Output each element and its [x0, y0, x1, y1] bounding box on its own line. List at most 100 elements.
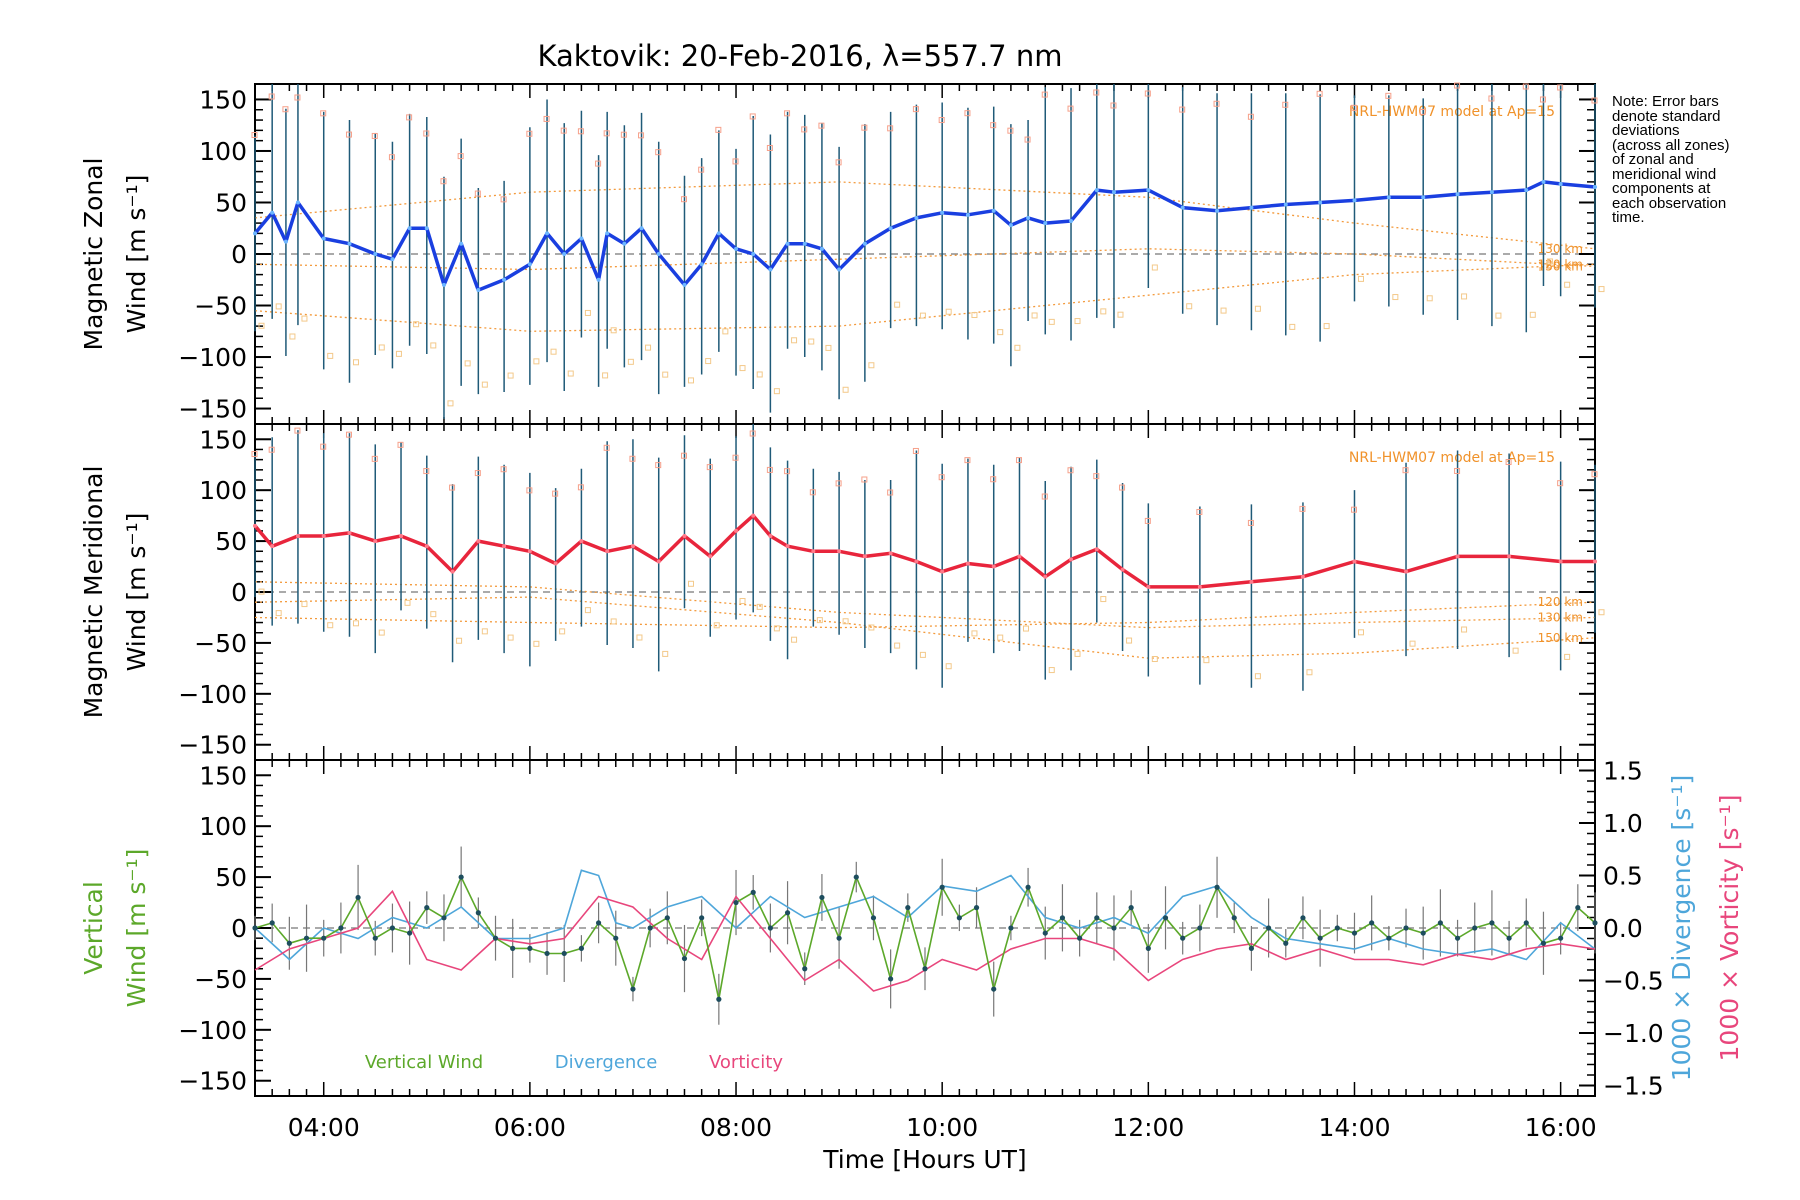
zone-sample-marker: [595, 160, 602, 167]
zone-sample-marker: [662, 371, 669, 378]
zone-sample-marker: [481, 381, 488, 388]
zone-sample-marker: [1041, 91, 1048, 98]
zone-sample-marker: [938, 474, 945, 481]
ytick-label: 150: [199, 425, 247, 454]
vertical-wind-point: [1128, 905, 1134, 911]
vertical-wind-point: [1197, 925, 1203, 931]
zone-sample-marker: [739, 365, 746, 372]
series-point: [940, 210, 945, 215]
zone-sample-marker: [1564, 281, 1571, 288]
zone-sample-marker: [406, 114, 413, 121]
vertical-wind-point: [1248, 945, 1255, 951]
ytick-label: −100: [178, 680, 247, 709]
ytick-label: 50: [215, 527, 247, 556]
series-line-meridional: [253, 513, 1595, 589]
ytick-right-label: −0.5: [1603, 967, 1664, 996]
note-line: of zonal and: [1612, 151, 1694, 168]
vertical-wind-point: [269, 920, 275, 926]
zone-sample-marker: [1454, 467, 1461, 474]
ytick-label: −50: [194, 292, 247, 321]
vertical-wind-point: [973, 905, 980, 911]
zone-sample-marker: [1186, 303, 1193, 310]
legend-entry: Vertical Wind: [365, 1052, 483, 1073]
series-point: [991, 208, 996, 213]
zone-sample-marker: [1350, 104, 1357, 111]
vertical-wind-point: [1145, 945, 1151, 951]
series-point: [837, 549, 842, 554]
zone-sample-marker: [378, 629, 385, 636]
zone-sample-marker: [1522, 83, 1529, 90]
zone-sample-marker: [1074, 318, 1081, 325]
zone-sample-marker: [620, 131, 627, 138]
series-point: [476, 288, 481, 293]
zone-sample-marker: [638, 132, 645, 139]
series-point: [914, 215, 919, 220]
zone-sample-marker: [464, 360, 471, 367]
note-line: time.: [1612, 209, 1645, 226]
zone-sample-marker: [430, 611, 437, 618]
zone-sample-marker: [1151, 264, 1158, 271]
zone-sample-marker: [1419, 108, 1426, 115]
zone-sample-marker: [430, 342, 437, 349]
series-point: [1008, 223, 1013, 228]
zone-sample-marker: [756, 603, 763, 610]
model-curve-2: [254, 596, 1596, 659]
series-point: [965, 212, 970, 217]
zone-sample-marker: [345, 131, 352, 138]
vertical-wind-point: [836, 935, 842, 941]
series-point: [1215, 208, 1220, 213]
zone-sample-marker: [352, 359, 359, 366]
vertical-wind-point: [1437, 920, 1443, 926]
series-point: [476, 539, 481, 544]
vertical-wind-point: [321, 935, 327, 941]
zone-sample-marker: [423, 468, 430, 475]
zone-sample-marker: [784, 110, 791, 117]
zone-sample-marker: [301, 601, 308, 608]
ytick-label: −100: [178, 1016, 247, 1045]
zone-sample-marker: [413, 321, 420, 328]
zone-sample-marker: [1048, 318, 1055, 325]
zone-sample-marker: [560, 127, 567, 134]
series-point: [1249, 205, 1254, 210]
zone-sample-marker: [1022, 625, 1029, 632]
vertical-wind-point: [1592, 920, 1598, 926]
series-point: [1111, 190, 1116, 195]
vertical-wind-point: [1025, 884, 1031, 890]
zone-sample-marker: [584, 607, 591, 614]
vertical-wind-point: [1351, 930, 1358, 936]
vertical-wind-point: [1386, 935, 1392, 941]
series-point: [562, 252, 567, 256]
series-point: [1386, 195, 1391, 200]
zone-sample-marker: [842, 386, 849, 393]
vertical-wind-point: [561, 950, 567, 957]
vertical-wind-point: [664, 915, 670, 921]
ytick-right-label: 0.5: [1603, 862, 1643, 891]
vertical-wind-point: [595, 920, 602, 926]
zone-sample-marker: [474, 470, 481, 477]
vertical-wind-point: [578, 945, 585, 951]
vertical-wind-point: [613, 935, 619, 941]
zone-sample-marker: [258, 588, 265, 595]
zone-sample-marker: [912, 106, 919, 113]
series-point: [347, 241, 352, 246]
vertical-wind-point: [853, 874, 859, 880]
zone-sample-marker: [887, 489, 894, 496]
series-point: [630, 544, 635, 549]
zone-sample-marker: [687, 377, 694, 384]
vertical-wind-point: [407, 930, 413, 936]
series-point: [1043, 221, 1048, 226]
zone-sample-marker: [543, 115, 550, 122]
series-point: [321, 534, 326, 538]
zone-sample-marker: [645, 344, 652, 351]
series-point: [545, 231, 550, 236]
series-point: [1026, 215, 1031, 220]
ytick-right-label: −1.0: [1603, 1019, 1664, 1048]
series-point: [424, 226, 429, 231]
series-point: [862, 241, 867, 246]
zone-sample-marker: [919, 312, 926, 319]
zone-sample-marker: [964, 457, 971, 464]
series-point: [888, 551, 893, 556]
vertical-wind-point: [1283, 940, 1289, 946]
zone-sample-marker: [773, 388, 780, 395]
ytick-label: 50: [215, 188, 247, 217]
